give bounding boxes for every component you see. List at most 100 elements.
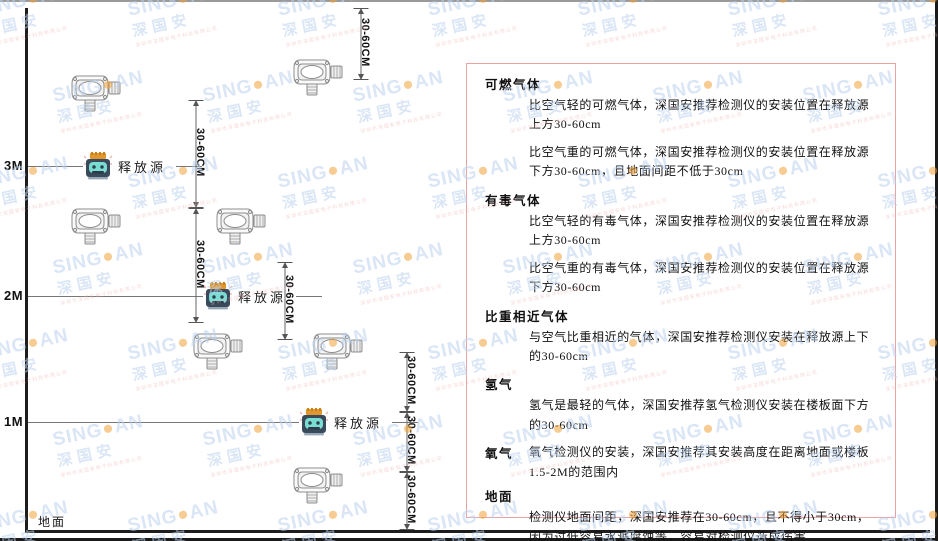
watermark-brand: SING●AN (275, 152, 371, 193)
gas-detector-icon (190, 328, 246, 370)
level-label-2m: 2M (4, 288, 24, 303)
release-source-icon (299, 408, 329, 436)
dimension-arrow-down (404, 466, 410, 472)
release-source-label: 释放源 (118, 160, 167, 175)
watermark-brand-cn: 深国安 (205, 97, 269, 127)
watermark-brand: SING●AN (725, 0, 821, 21)
dimension-line (186, 208, 206, 323)
dimension-label: 30-60CM (194, 239, 206, 289)
frame-top-border (0, 0, 938, 2)
dimension-arrow-up (404, 472, 410, 478)
watermark-brand-cn: 深国安 (205, 441, 269, 471)
watermark-brand: SING●AN (125, 0, 221, 21)
level-label-1m: 1M (4, 414, 24, 429)
watermark-company: 深圳市深国安电子科技有限公司 (0, 109, 2, 135)
dimension-arrow-up (404, 352, 410, 358)
release-source-leader-line (296, 296, 322, 297)
watermark-company: 深圳市深国安电子科技有限公司 (134, 369, 219, 394)
watermark-company: 深圳市深国安电子科技有限公司 (209, 111, 294, 136)
horizontal-axis-ground (25, 530, 930, 533)
panel-section: 比重相近气体 与空气比重相近的气体，深国安推荐检测仪安装在释放源上下的30-60c… (485, 306, 881, 367)
panel-section: 地面 检测仪地面间距，深国安推荐在30-60cm，且不得小于30cm，因为过低容易… (485, 486, 881, 541)
dimension-arrow-up (358, 8, 364, 14)
watermark-brand: SING●AN (575, 0, 671, 21)
release-source-leader-line (392, 422, 418, 423)
release-source-leader-line (176, 166, 202, 167)
watermark-brand: SING●AN (50, 410, 146, 451)
watermark-company: 深圳市深国安电子科技有限公司 (359, 283, 444, 308)
dimension-stem (284, 262, 286, 340)
vertical-axis (25, 8, 28, 533)
dimension-arrow-down (358, 74, 364, 80)
dimension-arrow-down (282, 334, 288, 340)
dimension-stem (406, 412, 408, 472)
watermark-brand: SING●AN (875, 0, 938, 21)
dimension-stem (195, 208, 197, 323)
watermark-company: 深圳市深国安电子科技有限公司 (0, 281, 2, 307)
watermark-brand: SING●AN (0, 324, 71, 365)
watermark-brand-cn: 深国安 (355, 97, 419, 127)
watermark-brand: SING●AN (425, 0, 521, 21)
panel-section: 氢气 氢气是最轻的气体，深国安推荐氢气检测仪安装在楼板面下方的30-60cm (485, 374, 881, 435)
panel-section-paragraph: 比空气重的可燃气体，深国安推荐检测仪的安装位置在释放源下方30-60cm，且地面… (529, 144, 870, 179)
panel-section-title: 地面 (485, 490, 514, 505)
dimension-arrow-down (193, 202, 199, 208)
panel-section: 可燃气体 比空气轻的可燃气体，深国安推荐检测仪的安装位置在释放源上方30-60cm… (485, 74, 881, 182)
panel-section: 有毒气体 比空气轻的有毒气体，深国安推荐检测仪的安装位置在释放源上方30-60cm… (485, 190, 881, 298)
gas-detector-icon (68, 70, 124, 112)
dimension-arrow-up (193, 100, 199, 106)
dimension-stem (360, 8, 362, 80)
panel-section-paragraph: 氧气检测仪的安装，深国安推荐其安装高度在距离地面或楼板1.5-2M的范围内 (529, 445, 870, 479)
frame-bottom-border (0, 538, 938, 541)
watermark-brand-cn: 深国安 (355, 269, 419, 299)
dimension-label: 30-60CM (405, 416, 417, 465)
gas-detector-icon (290, 462, 346, 504)
dimension-line (275, 262, 295, 340)
watermark-brand: SING●AN (200, 66, 296, 107)
watermark-brand-cn: 深国安 (0, 11, 44, 41)
release-source-label: 释放源 (238, 290, 287, 305)
panel-section: 氧气 氧气检测仪的安装，深国安推荐其安装高度在距离地面或楼板1.5-2M的范围内 (485, 443, 881, 482)
watermark-brand-cn: 深国安 (0, 355, 44, 385)
dimension-stem (406, 472, 408, 530)
watermark-brand-cn: 深国安 (730, 11, 794, 41)
info-panel: 可燃气体 比空气轻的可燃气体，深国安推荐检测仪的安装位置在释放源上方30-60cm… (466, 63, 896, 541)
dimension-stem (406, 352, 408, 412)
watermark-company: 深圳市深国安电子科技有限公司 (59, 283, 144, 308)
dimension-line (351, 8, 371, 80)
gas-detector-icon (213, 203, 269, 245)
panel-section-paragraph: 比空气轻的有毒气体，深国安推荐检测仪的安装位置在释放源上方30-60cm (529, 213, 870, 248)
dimension-label: 30-60CM (359, 18, 371, 67)
panel-section-paragraph: 比空气重的有毒气体，深国安推荐检测仪的安装位置在释放源下方30-60cm (529, 260, 870, 295)
watermark-company: 深圳市深国安电子科技有限公司 (284, 197, 369, 222)
gas-detector-icon (68, 203, 124, 245)
panel-section-title: 比重相近气体 (485, 309, 570, 324)
dimension-arrow-up (282, 262, 288, 268)
level-line-3m (28, 166, 83, 167)
frame-right-border (935, 0, 938, 541)
dimension-arrow-up (193, 208, 199, 214)
dimension-line (397, 472, 417, 530)
watermark-company: 深圳市深国安电子科技有限公司 (59, 455, 144, 480)
watermark-brand-cn: 深国安 (280, 183, 344, 213)
dimension-label: 30-60CM (405, 475, 417, 524)
level-line-1m (28, 422, 299, 423)
watermark-brand-cn: 深国安 (130, 11, 194, 41)
watermark-company: 深圳市深国安电子科技有限公司 (584, 25, 669, 50)
watermark-brand-cn: 深国安 (0, 183, 44, 213)
watermark-brand: SING●AN (200, 410, 296, 451)
ground-label: 地面 (38, 515, 67, 529)
